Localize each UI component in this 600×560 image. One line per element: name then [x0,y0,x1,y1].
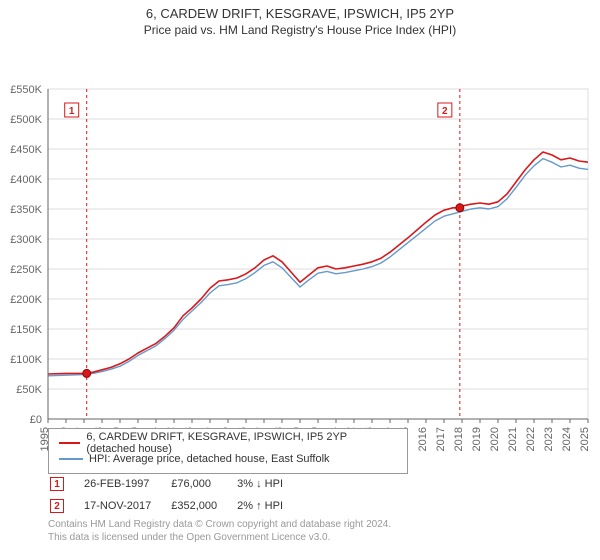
svg-text:£100K: £100K [10,354,42,366]
svg-text:£250K: £250K [10,264,42,276]
marker-price: £76,000 [171,474,235,494]
svg-text:£550K: £550K [10,84,42,96]
svg-text:2021: 2021 [507,427,519,451]
marker-price: £352,000 [171,496,235,516]
svg-text:2020: 2020 [489,427,501,451]
legend-swatch [59,458,83,460]
svg-text:£500K: £500K [10,114,42,126]
legend-item: 6, CARDEW DRIFT, KESGRAVE, IPSWICH, IP5 … [59,435,397,451]
marker-delta: 3% ↓ HPI [237,474,301,494]
svg-text:£150K: £150K [10,324,42,336]
chart-container: 6, CARDEW DRIFT, KESGRAVE, IPSWICH, IP5 … [0,0,600,560]
marker-row: 2 17-NOV-2017£352,0002% ↑ HPI [50,496,301,516]
svg-text:2024: 2024 [561,427,573,451]
marker-number-chip: 2 [50,499,64,513]
svg-text:£350K: £350K [10,204,42,216]
attribution-footer: Contains HM Land Registry data © Crown c… [48,518,391,544]
marker-number-chip: 1 [50,477,64,491]
footer-line1: Contains HM Land Registry data © Crown c… [48,518,391,531]
marker-row: 1 26-FEB-1997£76,0003% ↓ HPI [50,474,301,494]
marker-date: 17-NOV-2017 [84,496,169,516]
legend-label: HPI: Average price, detached house, East… [89,453,330,465]
chart-title-line1: 6, CARDEW DRIFT, KESGRAVE, IPSWICH, IP5 … [0,0,600,23]
svg-text:£0: £0 [30,414,42,426]
footer-line2: This data is licensed under the Open Gov… [48,531,391,544]
marker-date: 26-FEB-1997 [84,474,169,494]
svg-text:2019: 2019 [471,427,483,451]
legend-label: 6, CARDEW DRIFT, KESGRAVE, IPSWICH, IP5 … [86,431,397,455]
svg-text:£400K: £400K [10,174,42,186]
legend: 6, CARDEW DRIFT, KESGRAVE, IPSWICH, IP5 … [48,428,408,474]
svg-text:2022: 2022 [525,427,537,451]
marker-delta: 2% ↑ HPI [237,496,301,516]
svg-text:2016: 2016 [417,427,429,451]
svg-text:£450K: £450K [10,144,42,156]
svg-text:2017: 2017 [435,427,447,451]
legend-swatch [59,442,80,444]
marker-data-table: 1 26-FEB-1997£76,0003% ↓ HPI 2 17-NOV-2017£… [48,472,303,518]
svg-text:£200K: £200K [10,294,42,306]
line-chart: £0 £50K £100K £150K £200K £250K £300K £350K £400… [0,41,600,451]
svg-text:£300K: £300K [10,234,42,246]
svg-text:2023: 2023 [543,427,555,451]
svg-text:£50K: £50K [16,384,42,396]
svg-text:2025: 2025 [579,427,591,451]
chart-title-line2: Price paid vs. HM Land Registry's House … [0,23,600,41]
svg-text:2018: 2018 [453,427,465,451]
svg-text:1: 1 [69,106,75,117]
svg-text:2: 2 [442,106,448,117]
